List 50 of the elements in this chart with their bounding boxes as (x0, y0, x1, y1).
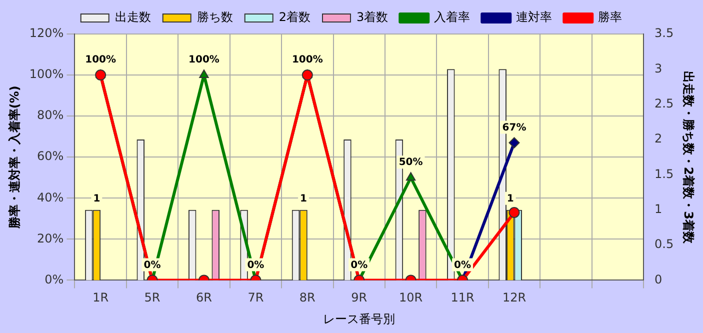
data-label: 1 (93, 193, 100, 204)
y-tick-label: 120% (29, 26, 64, 40)
x-tick-label: 5R (144, 290, 160, 305)
y2-tick-label: 1.5 (654, 166, 674, 181)
data-label: 67% (502, 122, 526, 134)
point (508, 137, 520, 148)
y2-tick-label: 1 (654, 202, 662, 216)
y-tick-label: 60% (37, 149, 64, 164)
legend-label: 3着数 (356, 10, 388, 24)
x-axis-title: レース番号別 (323, 312, 396, 326)
data-label: 0% (350, 260, 368, 271)
data-label: 0% (454, 260, 472, 271)
legend-label: 勝率 (598, 10, 622, 24)
data-label: 0% (144, 260, 161, 271)
y-tick-label: 100% (29, 67, 64, 82)
y2-axis-title: 出走数・勝ち数・2着数・3着数 (682, 70, 696, 244)
x-tick-label: 9R (351, 290, 368, 305)
data-label: 100% (85, 54, 116, 66)
legend-label: 入着率 (434, 10, 470, 24)
data-label: 50% (398, 157, 423, 168)
y-tick-label: 80% (37, 108, 64, 122)
y-tick-label: 0% (44, 272, 64, 286)
y2-tick-label: 0.5 (654, 237, 674, 252)
point (302, 70, 313, 81)
data-label: 1 (300, 193, 308, 204)
point (508, 206, 520, 218)
x-tick-label: 12R (502, 290, 526, 305)
x-tick-label: 7R (248, 290, 264, 305)
x-tick-label: 11R (450, 290, 474, 305)
x-tick-label: 10R (399, 290, 423, 305)
data-label: 0% (247, 260, 264, 271)
data-label: 100% (188, 54, 220, 66)
y2-tick-label: 2 (654, 132, 662, 146)
legend-label: 出走数 (114, 10, 151, 24)
legend-label: 勝ち数 (196, 10, 233, 24)
x-tick-label: 8R (299, 290, 316, 305)
y-axis-title: 勝率・連対率・入着率(%) (7, 86, 22, 230)
x-tick-label: 6R (196, 290, 212, 305)
y-tick-label: 40% (37, 190, 64, 204)
y2-tick-label: 0 (654, 272, 662, 286)
x-tick-label: 1R (92, 290, 109, 305)
point (95, 70, 106, 81)
data-label: 1 (506, 193, 514, 204)
y-tick-label: 20% (37, 231, 64, 246)
data-label: 100% (292, 54, 323, 66)
legend-label: 2着数 (278, 10, 311, 24)
y2-tick-label: 3.5 (654, 26, 674, 40)
y2-tick-label: 3 (654, 61, 662, 76)
legend-label: 連対率 (516, 10, 552, 24)
y2-tick-label: 2.5 (654, 96, 674, 110)
